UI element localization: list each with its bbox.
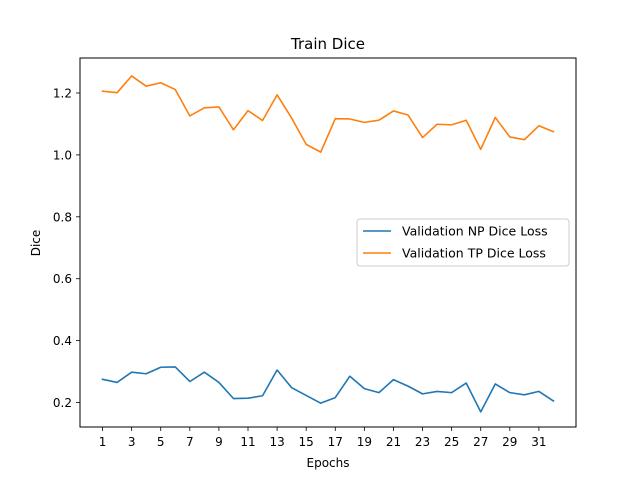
legend-entry-tp: Validation TP Dice Loss: [402, 246, 546, 261]
axes-frame: [79, 57, 577, 428]
series-layer: [101, 75, 555, 413]
series-line-np: [101, 366, 555, 413]
y-axis-label: Dice: [29, 230, 43, 257]
x-tick-label: 5: [157, 435, 165, 449]
x-axis: 1 3 5 7 9 11 13 15 17 19 21 23 25 27 29 31: [99, 427, 547, 449]
x-tick-label: 25: [444, 435, 459, 449]
x-tick-label: 11: [240, 435, 255, 449]
x-tick-label: 19: [357, 435, 372, 449]
y-tick-label: 0.6: [53, 272, 72, 286]
x-tick-label: 27: [473, 435, 488, 449]
x-tick-label: 3: [128, 435, 136, 449]
y-tick-label: 1.2: [53, 86, 72, 100]
y-axis: 0.2 0.4 0.6 0.8 1.0 1.2: [53, 86, 80, 410]
legend: Validation NP Dice Loss Validation TP Di…: [356, 218, 570, 267]
legend-entry-np: Validation NP Dice Loss: [402, 224, 548, 239]
chart-title: Train Dice: [290, 35, 365, 53]
x-tick-label: 29: [502, 435, 517, 449]
x-tick-label: 7: [186, 435, 194, 449]
x-tick-label: 15: [299, 435, 314, 449]
x-tick-label: 21: [386, 435, 401, 449]
x-tick-label: 9: [215, 435, 223, 449]
series-line-tp: [101, 75, 555, 153]
y-tick-label: 1.0: [53, 148, 72, 162]
y-tick-label: 0.8: [53, 210, 72, 224]
x-tick-label: 13: [269, 435, 284, 449]
x-tick-label: 23: [415, 435, 430, 449]
legend-box: [356, 218, 570, 267]
y-tick-label: 0.4: [53, 334, 72, 348]
plot-area: [79, 57, 577, 428]
x-tick-label: 17: [328, 435, 343, 449]
x-tick-label: 31: [531, 435, 546, 449]
x-tick-label: 1: [99, 435, 107, 449]
y-tick-label: 0.2: [53, 396, 72, 410]
x-axis-label: Epochs: [307, 456, 350, 470]
